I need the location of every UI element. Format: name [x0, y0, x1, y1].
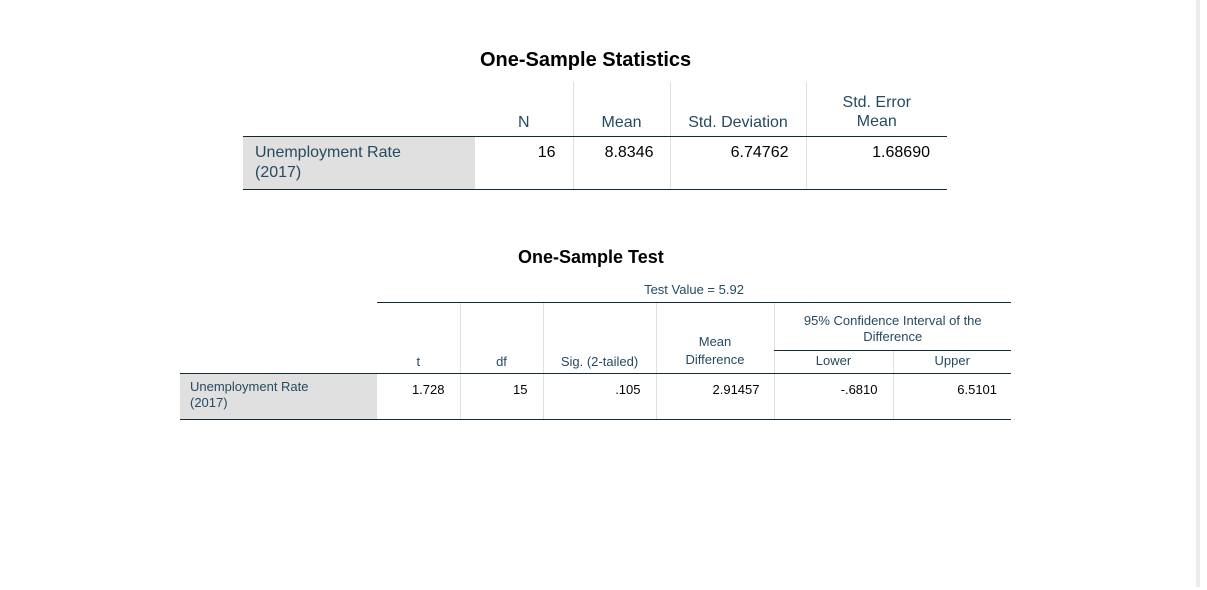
cell-t: 1.728 — [377, 373, 460, 420]
stub-header — [180, 302, 377, 350]
cell-lower: -.6810 — [773, 373, 893, 420]
page-edge — [0, 587, 1207, 590]
one-sample-test-title: One-Sample Test — [518, 247, 664, 267]
one-sample-test-table: Test Value = 5.92 t df Sig. (2-tailed) M… — [180, 280, 1012, 420]
table-row: Unemployment Rate (2017) 16 8.8346 6.747… — [243, 135, 947, 190]
header-upper: Upper — [892, 350, 1012, 374]
cell-sig: .105 — [542, 373, 656, 420]
row-label-unemployment-rate: Unemployment Rate (2017) — [180, 372, 377, 420]
header-std-error-mean: Std. Error Mean — [805, 82, 947, 137]
header-sig-2-tailed: Sig. (2-tailed) — [542, 302, 656, 374]
one-sample-statistics-table: N Mean Std. Deviation Std. Error Mean Un… — [243, 82, 947, 190]
header-df: df — [459, 302, 543, 374]
header-mean: Mean — [572, 82, 670, 137]
header-mean-difference: Mean Difference — [655, 302, 774, 374]
cell-std-error-mean: 1.68690 — [805, 136, 947, 190]
stub-header — [243, 82, 475, 136]
header-n: N — [475, 82, 573, 137]
header-t: t — [377, 302, 460, 374]
cell-upper: 6.5101 — [892, 373, 1012, 420]
cell-df: 15 — [459, 373, 543, 420]
cell-mean: 8.8346 — [572, 136, 670, 190]
test-value-header: Test Value = 5.92 — [377, 280, 1012, 303]
cell-mean-difference: 2.91457 — [655, 373, 774, 420]
header-std-deviation: Std. Deviation — [669, 82, 806, 137]
row-label-unemployment-rate: Unemployment Rate (2017) — [243, 135, 475, 190]
table-row: Unemployment Rate (2017) 1.728 15 .105 2… — [180, 372, 1012, 420]
scrollbar-track[interactable] — [1196, 0, 1200, 588]
header-lower: Lower — [773, 350, 893, 374]
cell-std-deviation: 6.74762 — [669, 136, 806, 190]
header-confidence-interval: 95% Confidence Interval of the Differenc… — [773, 302, 1012, 351]
cell-n: 16 — [475, 136, 573, 190]
stub-header — [180, 280, 377, 302]
stub-header — [180, 350, 377, 373]
one-sample-statistics-title: One-Sample Statistics — [480, 49, 692, 71]
